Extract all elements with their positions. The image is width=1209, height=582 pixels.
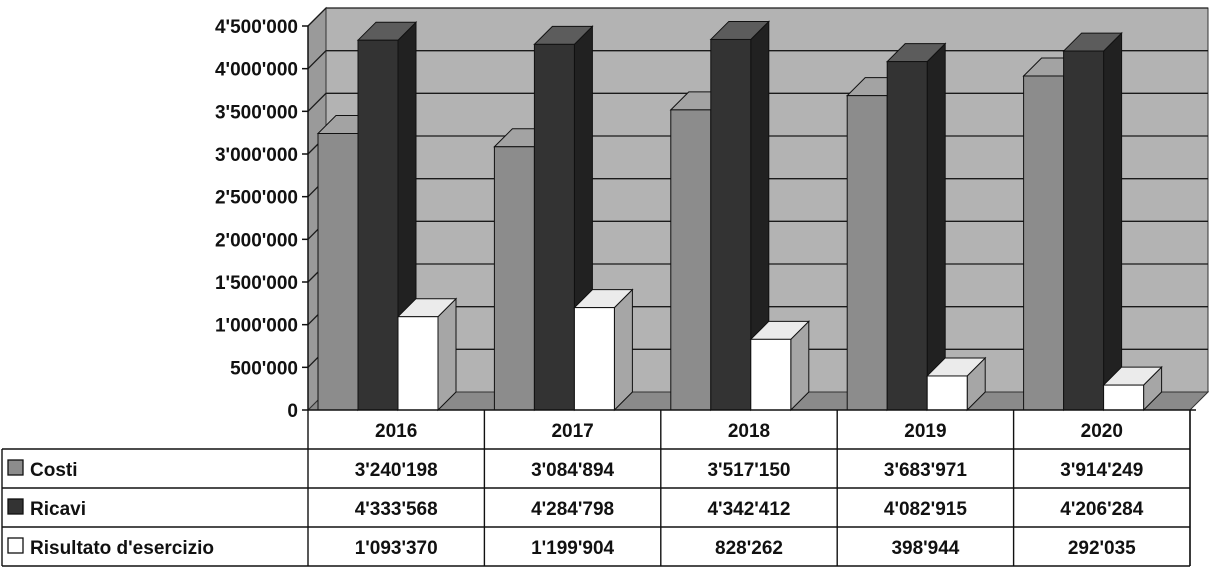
data-label: 4'082'915 <box>884 499 967 520</box>
bar-side <box>614 290 632 410</box>
y-tick-label: 500'000 <box>230 358 298 379</box>
data-label: 1'199'904 <box>531 538 614 559</box>
bar-front <box>927 376 967 410</box>
bar-front <box>711 39 751 410</box>
bar-front <box>398 317 438 410</box>
bar-front <box>751 339 791 410</box>
bar-ricavi-2020 <box>1064 33 1122 410</box>
data-label: 4'206'284 <box>1060 499 1143 520</box>
data-label: 398'944 <box>891 538 959 559</box>
data-label: 4'284'798 <box>531 499 614 520</box>
bar-front <box>574 308 614 410</box>
bar-front <box>318 134 358 410</box>
series-name: Risultato d'esercizio <box>30 538 214 559</box>
bar-risultato-d-esercizio-2017 <box>574 290 632 410</box>
data-label: 4'333'568 <box>355 499 438 520</box>
data-label: 4'342'412 <box>707 499 790 520</box>
data-label: 3'084'894 <box>531 460 614 481</box>
bar-side <box>1104 33 1122 410</box>
data-label: 1'093'370 <box>355 538 438 559</box>
bar-risultato-d-esercizio-2016 <box>398 299 456 410</box>
bar-front <box>1104 385 1144 410</box>
data-label: 828'262 <box>715 538 783 559</box>
y-tick-label: 2'000'000 <box>215 230 298 251</box>
table-header-year: 2017 <box>551 421 593 442</box>
data-label: 3'240'198 <box>355 460 438 481</box>
legend-swatch <box>8 499 23 514</box>
y-tick-label: 2'500'000 <box>215 188 298 209</box>
y-tick-label: 3'000'000 <box>215 145 298 166</box>
bar-front <box>887 62 927 410</box>
y-tick-label: 1'500'000 <box>215 273 298 294</box>
bar-front <box>671 110 711 410</box>
bar-side <box>927 44 945 410</box>
y-tick-label: 1'000'000 <box>215 316 298 337</box>
table-header-year: 2018 <box>728 421 770 442</box>
data-label: 3'683'971 <box>884 460 967 481</box>
bar-front <box>1064 51 1104 410</box>
data-label: 3'517'150 <box>707 460 790 481</box>
series-name: Ricavi <box>30 499 86 520</box>
legend-swatch <box>8 460 23 475</box>
table-header-year: 2019 <box>904 421 946 442</box>
bar-front <box>1024 76 1064 410</box>
legend-swatch <box>8 538 23 553</box>
bar-front <box>847 96 887 410</box>
y-tick-label: 3'500'000 <box>215 102 298 123</box>
y-tick-label: 0 <box>287 401 298 422</box>
series-name: Costi <box>30 460 78 481</box>
bar-side <box>438 299 456 410</box>
y-tick-label: 4'500'000 <box>215 17 298 38</box>
bar-front <box>494 147 534 410</box>
data-label: 292'035 <box>1068 538 1136 559</box>
bar-risultato-d-esercizio-2018 <box>751 321 809 410</box>
bar-front <box>358 40 398 410</box>
y-tick-label: 4'000'000 <box>215 60 298 81</box>
table-header-year: 2020 <box>1081 421 1123 442</box>
table-header-year: 2016 <box>375 421 417 442</box>
data-label: 3'914'249 <box>1060 460 1143 481</box>
bar-front <box>534 44 574 410</box>
bar-ricavi-2019 <box>887 44 945 410</box>
